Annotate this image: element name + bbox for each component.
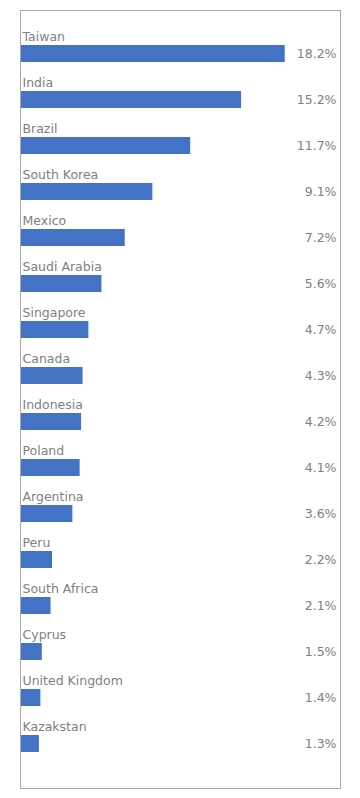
svg-text:4.7%: 4.7%: [305, 322, 337, 337]
svg-text:South Korea: South Korea: [23, 167, 99, 182]
svg-text:Canada: Canada: [23, 351, 71, 366]
svg-text:4.1%: 4.1%: [305, 460, 337, 475]
svg-text:Poland: Poland: [23, 443, 65, 458]
svg-text:1.3%: 1.3%: [305, 736, 337, 751]
svg-text:2.1%: 2.1%: [305, 598, 337, 613]
svg-text:5.6%: 5.6%: [305, 276, 337, 291]
svg-text:1.4%: 1.4%: [305, 690, 337, 705]
svg-text:1.5%: 1.5%: [305, 644, 337, 659]
svg-text:United Kingdom: United Kingdom: [23, 673, 123, 688]
svg-text:Kazakstan: Kazakstan: [23, 719, 87, 734]
svg-text:Argentina: Argentina: [23, 489, 84, 504]
svg-text:Indonesia: Indonesia: [23, 397, 83, 412]
svg-text:11.7%: 11.7%: [297, 138, 337, 153]
svg-text:18.2%: 18.2%: [297, 46, 337, 61]
svg-text:South Africa: South Africa: [23, 581, 99, 596]
svg-text:Mexico: Mexico: [23, 213, 67, 228]
svg-text:15.2%: 15.2%: [297, 92, 337, 107]
svg-text:3.6%: 3.6%: [305, 506, 337, 521]
svg-text:Peru: Peru: [23, 535, 51, 550]
svg-text:Brazil: Brazil: [23, 121, 58, 136]
svg-text:India: India: [23, 75, 54, 90]
svg-text:2.2%: 2.2%: [305, 552, 337, 567]
svg-text:9.1%: 9.1%: [305, 184, 337, 199]
svg-text:Taiwan: Taiwan: [22, 29, 66, 44]
svg-text:Cyprus: Cyprus: [23, 627, 67, 642]
svg-text:4.2%: 4.2%: [305, 414, 337, 429]
svg-text:Saudi Arabia: Saudi Arabia: [23, 259, 102, 274]
svg-text:7.2%: 7.2%: [305, 230, 337, 245]
svg-text:4.3%: 4.3%: [305, 368, 337, 383]
svg-text:Singapore: Singapore: [23, 305, 86, 320]
